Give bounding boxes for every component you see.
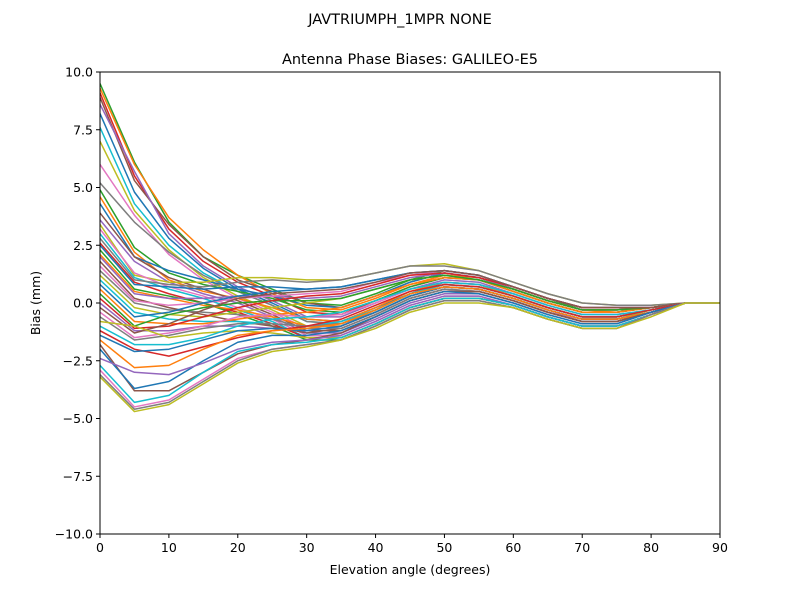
- series-line-44: [100, 290, 720, 390]
- ticks-layer: 0 10 20 30 40 50 60 70 80 90 −10.0 −7.5 −5.0 −2.5 0.0 2…: [55, 65, 728, 556]
- y-axis-label: Bias (mm): [28, 271, 43, 335]
- x-tick-label: 20: [230, 540, 246, 555]
- x-axis-label: Elevation angle (degrees): [330, 562, 491, 577]
- y-tick-label: 0.0: [73, 296, 93, 311]
- series-line-35: [100, 269, 720, 334]
- series-line-32: [100, 274, 720, 327]
- series-line-49: [100, 302, 720, 413]
- y-tick-label: −7.5: [63, 469, 93, 484]
- x-tick-label: 30: [299, 540, 315, 555]
- figure-suptitle: JAVTRIUMPH_1MPR NONE: [307, 12, 492, 28]
- x-tick-label: 50: [436, 540, 452, 555]
- series-line-46: [100, 297, 720, 404]
- series-layer: [100, 83, 720, 413]
- y-tick-label: 7.5: [73, 122, 93, 137]
- y-tick-label: 5.0: [73, 180, 93, 195]
- y-tick-label: 10.0: [65, 65, 93, 80]
- x-tick-label: 90: [712, 540, 728, 555]
- x-tick-label: 60: [505, 540, 521, 555]
- series-line-42: [100, 286, 720, 369]
- y-tick-label: −10.0: [55, 527, 93, 542]
- y-tick-label: −5.0: [63, 411, 93, 426]
- series-line-40: [100, 283, 720, 357]
- y-tick-label: −2.5: [63, 353, 93, 368]
- x-tick-label: 70: [574, 540, 590, 555]
- x-tick-label: 80: [643, 540, 659, 555]
- x-tick-label: 0: [96, 540, 104, 555]
- x-tick-label: 40: [368, 540, 384, 555]
- series-line-19: [100, 237, 720, 307]
- y-tick-label: 2.5: [73, 238, 93, 253]
- series-line-39: [100, 281, 720, 346]
- series-line-31: [100, 276, 720, 325]
- x-tick-label: 10: [161, 540, 177, 555]
- plot-frame: [99, 71, 721, 535]
- chart-title: Antenna Phase Biases: GALILEO-E5: [282, 52, 538, 68]
